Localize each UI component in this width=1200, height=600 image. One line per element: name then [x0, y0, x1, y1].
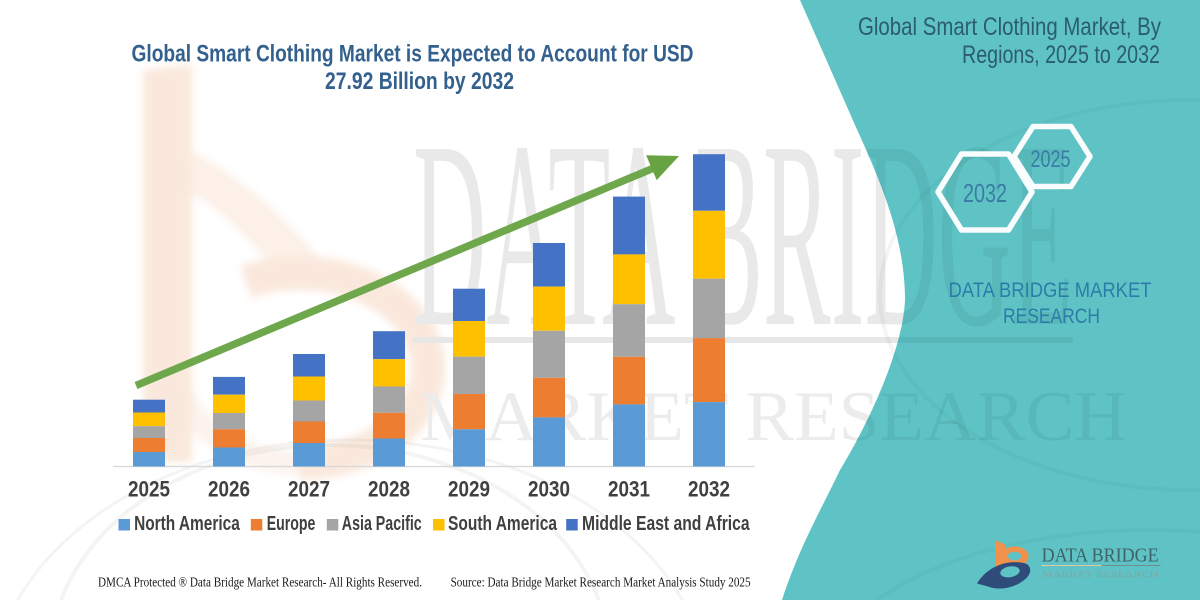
- svg-text:2030: 2030: [528, 477, 570, 502]
- svg-text:2032: 2032: [688, 477, 730, 502]
- svg-text:Global Smart Clothing Market,: Global Smart Clothing Market, By: [858, 13, 1161, 41]
- svg-text:2026: 2026: [208, 477, 250, 502]
- svg-text:Middle East and Africa: Middle East and Africa: [582, 513, 750, 535]
- svg-text:RESEARCH: RESEARCH: [1003, 305, 1100, 328]
- svg-text:Asia Pacific: Asia Pacific: [342, 513, 422, 535]
- svg-text:DATA BRIDGE MARKET: DATA BRIDGE MARKET: [949, 279, 1152, 302]
- svg-text:27.92 Billion by 2032: 27.92 Billion by 2032: [325, 68, 514, 95]
- svg-text:Regions, 2025 to 2032: Regions, 2025 to 2032: [962, 41, 1160, 69]
- svg-text:South America: South America: [448, 513, 558, 535]
- svg-text:2031: 2031: [608, 477, 650, 502]
- svg-text:Europe: Europe: [267, 513, 316, 535]
- svg-text:DATA BRIDGE: DATA BRIDGE: [1042, 545, 1159, 567]
- svg-text:2028: 2028: [368, 477, 410, 502]
- svg-text:2025: 2025: [1031, 146, 1071, 173]
- svg-text:2032: 2032: [963, 178, 1007, 208]
- svg-text:MARKET RESEARCH: MARKET RESEARCH: [1042, 569, 1159, 579]
- svg-text:2025: 2025: [128, 477, 170, 502]
- svg-text:North America: North America: [134, 513, 240, 535]
- svg-text:Global Smart Clothing Market i: Global Smart Clothing Market is Expected…: [132, 41, 694, 68]
- svg-text:2027: 2027: [288, 477, 330, 502]
- svg-text:2029: 2029: [448, 477, 490, 502]
- svg-text:Source: Data Bridge Market Res: Source: Data Bridge Market Research Mark…: [451, 575, 751, 590]
- svg-text:DMCA Protected ® Data Bridge M: DMCA Protected ® Data Bridge Market Rese…: [98, 575, 422, 590]
